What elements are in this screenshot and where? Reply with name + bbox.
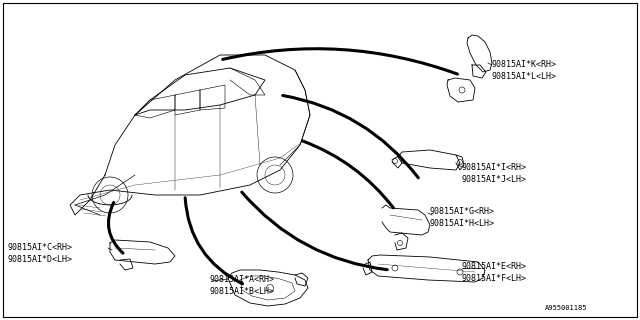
Text: 90815AI*J<LH>: 90815AI*J<LH>: [462, 175, 527, 184]
Text: 90815AI*E<RH>: 90815AI*E<RH>: [462, 262, 527, 271]
Text: A955001185: A955001185: [545, 305, 588, 311]
Text: 90815AI*F<LH>: 90815AI*F<LH>: [462, 274, 527, 283]
Text: 90815AI*H<LH>: 90815AI*H<LH>: [430, 219, 495, 228]
Text: 90815AI*L<LH>: 90815AI*L<LH>: [492, 72, 557, 81]
Text: 90815AI*I<RH>: 90815AI*I<RH>: [462, 163, 527, 172]
Text: 90815AI*C<RH>: 90815AI*C<RH>: [8, 243, 73, 252]
Text: 90815AI*B<LH>: 90815AI*B<LH>: [210, 287, 275, 296]
Text: 90815AI*K<RH>: 90815AI*K<RH>: [492, 60, 557, 69]
Text: 90815AI*G<RH>: 90815AI*G<RH>: [430, 207, 495, 216]
Text: 90815AI*A<RH>: 90815AI*A<RH>: [210, 275, 275, 284]
Text: 90815AI*D<LH>: 90815AI*D<LH>: [8, 255, 73, 264]
